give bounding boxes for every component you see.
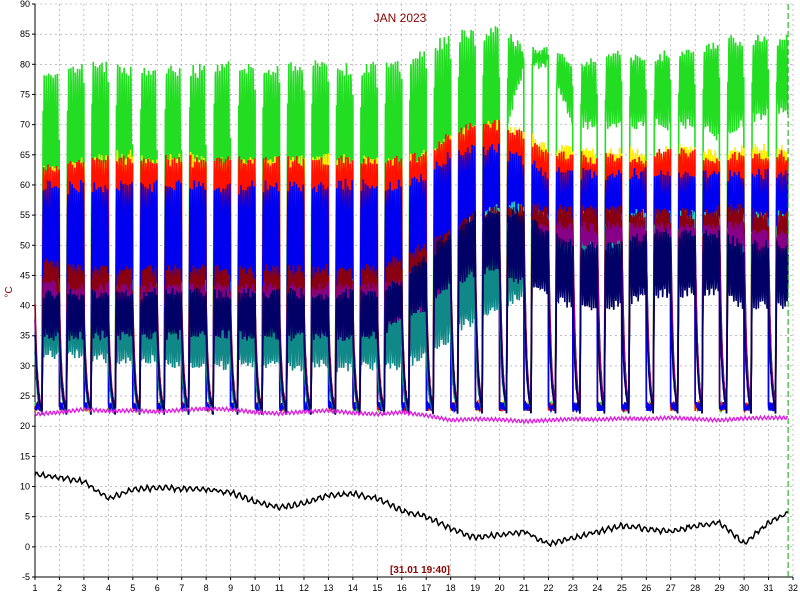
y-tick-label-80: 80	[20, 59, 30, 69]
x-tick-label-13: 13	[323, 583, 333, 593]
y-tick-label-85: 85	[20, 29, 30, 39]
x-tick-label-25: 25	[617, 583, 627, 593]
x-tick-label-1: 1	[32, 583, 37, 593]
x-tick-label-3: 3	[81, 583, 86, 593]
x-tick-label-27: 27	[666, 583, 676, 593]
x-tick-label-18: 18	[446, 583, 456, 593]
y-tick-label--5: -5	[22, 572, 30, 582]
x-tick-label-10: 10	[250, 583, 260, 593]
series-layer	[34, 4, 789, 577]
x-tick-label-7: 7	[179, 583, 184, 593]
y-tick-label-30: 30	[20, 361, 30, 371]
x-tick-label-4: 4	[106, 583, 111, 593]
x-tick-label-16: 16	[397, 583, 407, 593]
x-tick-label-30: 30	[739, 583, 749, 593]
x-tick-label-9: 9	[228, 583, 233, 593]
y-tick-label-75: 75	[20, 89, 30, 99]
x-tick-label-21: 21	[519, 583, 529, 593]
x-tick-label-29: 29	[715, 583, 725, 593]
x-tick-label-28: 28	[690, 583, 700, 593]
y-tick-label-5: 5	[25, 512, 30, 522]
x-tick-label-5: 5	[130, 583, 135, 593]
y-tick-label-25: 25	[20, 391, 30, 401]
y-tick-label-60: 60	[20, 180, 30, 190]
y-tick-label-20: 20	[20, 421, 30, 431]
x-tick-label-2: 2	[57, 583, 62, 593]
x-tick-label-31: 31	[764, 583, 774, 593]
y-tick-label-0: 0	[25, 542, 30, 552]
y-tick-label-90: 90	[20, 0, 30, 9]
x-tick-label-20: 20	[495, 583, 505, 593]
series-line-outdoor	[34, 470, 789, 548]
y-tick-label-40: 40	[20, 301, 30, 311]
timestamp-label: [31.01 19:40]	[390, 565, 450, 576]
x-tick-label-19: 19	[470, 583, 480, 593]
y-tick-label-10: 10	[20, 482, 30, 492]
x-tick-label-14: 14	[348, 583, 358, 593]
x-tick-label-8: 8	[204, 583, 209, 593]
y-tick-label-15: 15	[20, 451, 30, 461]
series-line-navy	[34, 209, 789, 415]
y-tick-label-65: 65	[20, 150, 30, 160]
x-tick-label-23: 23	[568, 583, 578, 593]
x-tick-label-32: 32	[788, 583, 798, 593]
x-tick-label-17: 17	[421, 583, 431, 593]
y-tick-label-35: 35	[20, 331, 30, 341]
x-tick-label-26: 26	[641, 583, 651, 593]
chart-title: JAN 2023	[374, 11, 427, 25]
x-tick-label-24: 24	[592, 583, 602, 593]
y-tick-label-55: 55	[20, 210, 30, 220]
x-tick-label-22: 22	[543, 583, 553, 593]
x-tick-label-11: 11	[275, 583, 284, 593]
series-line-magenta	[34, 405, 788, 425]
x-tick-label-6: 6	[155, 583, 160, 593]
y-tick-label-50: 50	[20, 240, 30, 250]
y-tick-label-70: 70	[20, 120, 30, 130]
x-tick-label-15: 15	[372, 583, 382, 593]
y-tick-label-45: 45	[20, 270, 30, 280]
x-tick-label-12: 12	[299, 583, 309, 593]
y-axis-label: °C	[4, 286, 15, 297]
